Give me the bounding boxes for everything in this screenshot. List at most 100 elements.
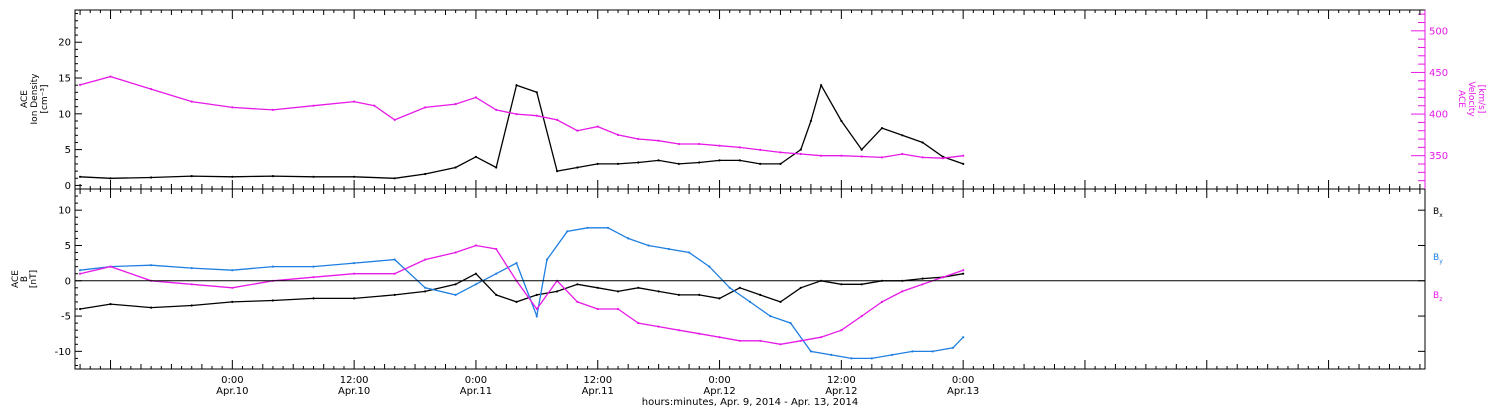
data-point <box>962 269 965 272</box>
data-point <box>931 350 934 353</box>
data-point <box>779 151 782 154</box>
data-point <box>312 265 315 268</box>
data-point <box>424 172 427 176</box>
data-point <box>424 106 427 109</box>
x-tick-label-date: Apr.10 <box>338 386 370 397</box>
data-point <box>596 307 599 311</box>
y-tick-label: 15 <box>58 74 71 85</box>
data-point <box>789 322 792 325</box>
data-point <box>637 322 640 325</box>
x-axis-title: hours:minutes, Apr. 9, 2014 - Apr. 13, 2… <box>642 397 858 408</box>
data-point <box>79 272 82 275</box>
data-point <box>535 114 538 117</box>
bottom-panel-frame <box>74 188 1426 370</box>
x-tick-label-date: Apr.13 <box>947 386 979 397</box>
data-point <box>495 166 498 169</box>
data-point <box>698 332 701 335</box>
data-point <box>769 315 772 318</box>
data-point <box>738 146 741 149</box>
data-point <box>799 286 802 289</box>
data-point <box>738 339 741 342</box>
data-point <box>474 96 477 99</box>
data-point <box>535 307 538 311</box>
data-point <box>880 127 884 130</box>
x-tick-label-time: 0:00 <box>708 375 730 386</box>
x-tick-label-date: Apr.12 <box>703 386 735 397</box>
top-right-axis: 350 400 450 500 <box>1411 10 1448 189</box>
data-point <box>515 300 518 303</box>
data-point <box>799 339 802 342</box>
data-point <box>535 315 538 318</box>
data-point <box>535 91 538 94</box>
data-point <box>373 104 376 107</box>
data-point <box>271 265 274 268</box>
data-point <box>637 286 640 289</box>
series-bx <box>79 272 964 310</box>
x-tick-label-time: 12:00 <box>583 375 612 386</box>
data-point <box>109 177 112 180</box>
data-point <box>231 269 234 272</box>
data-point <box>271 108 274 111</box>
top-ylabel-line1: ACE <box>20 90 30 108</box>
x-tick-label-time: 12:00 <box>340 375 369 386</box>
top-panel-series <box>79 75 965 180</box>
data-point <box>962 272 965 275</box>
data-point <box>515 262 518 265</box>
data-point <box>688 251 691 254</box>
data-point <box>718 159 721 162</box>
y2-tick-label: 500 <box>1429 26 1448 37</box>
data-point <box>515 84 518 87</box>
data-point <box>616 307 620 311</box>
series-ace-velocity <box>79 75 964 159</box>
data-point <box>820 336 823 339</box>
data-point <box>840 283 843 286</box>
data-point <box>495 272 498 275</box>
data-point <box>840 154 843 157</box>
data-point <box>901 134 904 137</box>
data-point <box>454 166 457 169</box>
data-point <box>728 286 731 289</box>
legend-bx: Bx <box>1433 207 1443 219</box>
data-point <box>271 299 274 302</box>
data-point <box>576 166 579 169</box>
top-ylabel-line2: Ion Density <box>30 73 40 125</box>
data-point <box>150 264 153 267</box>
bottom-ylabel-line3: [nT] <box>29 270 39 288</box>
data-point <box>190 304 193 307</box>
data-point <box>860 283 863 286</box>
data-point <box>962 154 965 157</box>
y-tick-label: 0 <box>65 181 71 192</box>
data-point <box>353 297 356 300</box>
data-point <box>921 283 924 286</box>
data-point <box>880 300 884 303</box>
data-point <box>454 251 457 254</box>
data-point <box>759 148 762 151</box>
y-tick-label: 5 <box>65 241 71 252</box>
x-tick-label-time: 0:00 <box>221 375 243 386</box>
y-tick-label: -10 <box>55 347 71 358</box>
data-point <box>637 161 640 164</box>
data-point <box>515 113 518 116</box>
data-point <box>870 357 873 360</box>
data-point <box>596 162 599 165</box>
top-left-axis: 0 5 10 15 20 <box>58 13 82 192</box>
data-point <box>677 142 681 146</box>
top-ylabel-line3: [cm⁻³] <box>40 84 50 113</box>
data-point <box>860 148 863 151</box>
data-point <box>596 125 599 128</box>
data-point <box>424 286 427 289</box>
data-point <box>627 237 630 240</box>
data-point <box>576 300 579 303</box>
data-point <box>657 139 660 142</box>
data-point <box>840 119 843 123</box>
data-point <box>231 175 234 178</box>
y-tick-label: -5 <box>61 312 71 323</box>
data-point <box>941 157 945 160</box>
legend-by: By <box>1433 253 1443 265</box>
data-point <box>535 293 538 296</box>
data-point <box>556 290 559 293</box>
bottom-panel-series <box>79 226 965 360</box>
data-point <box>353 262 356 265</box>
data-point <box>616 290 620 293</box>
